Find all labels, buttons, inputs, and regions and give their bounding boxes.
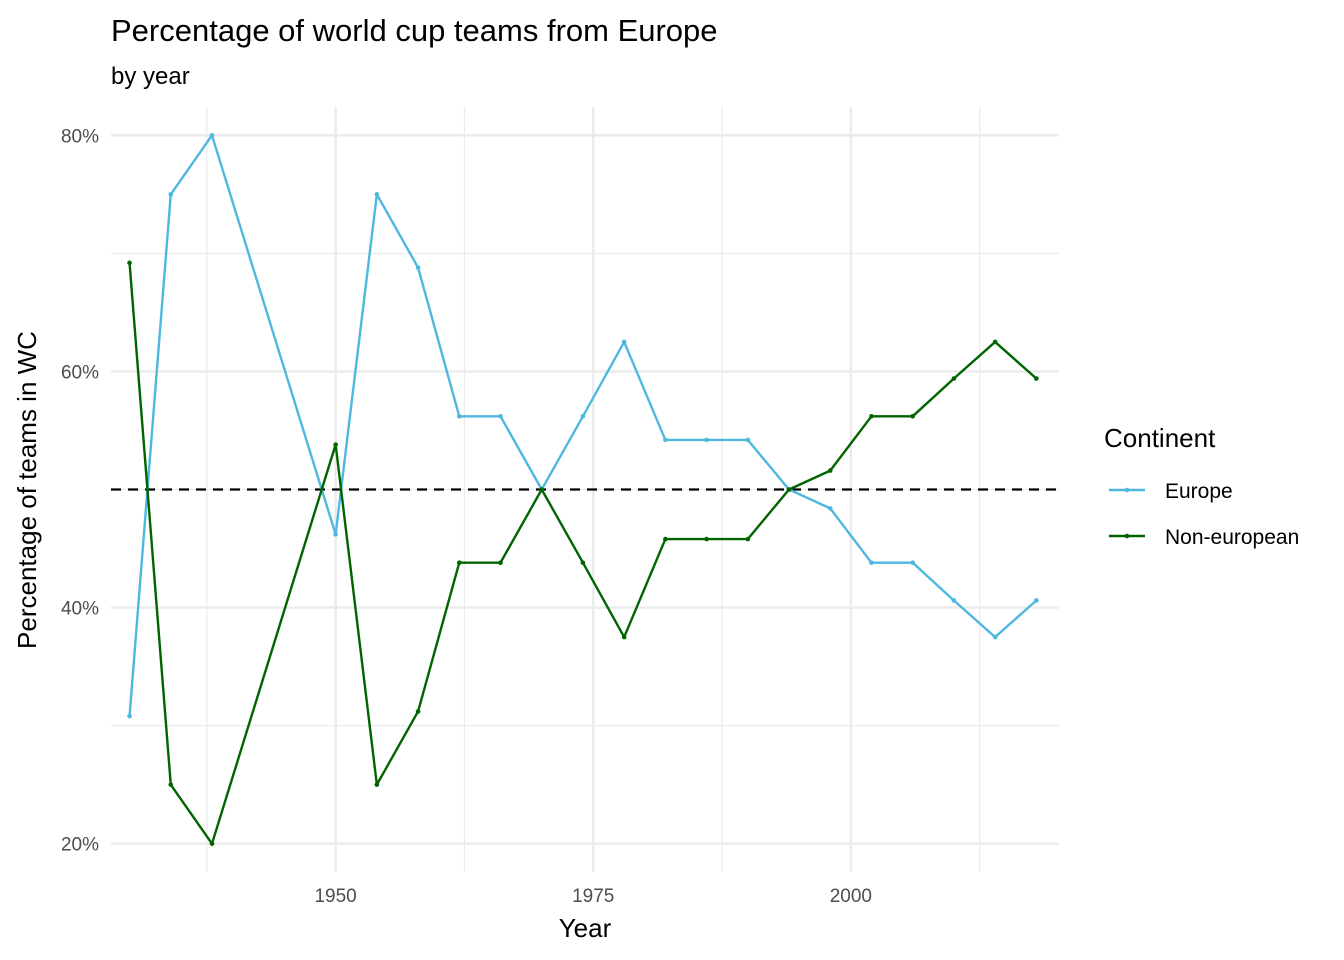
legend: Continent Europe Non-european [1104,423,1299,549]
series-line-europe [128,134,1038,717]
data-point-non-european [951,376,957,381]
tick-labels: 1950 1975 2000 20% 40% 60% 80% [61,126,872,907]
data-point-europe [992,634,998,640]
x-tick-label: 1950 [314,886,356,907]
data-point-europe [580,414,586,419]
chart-subtitle: by year [111,63,190,90]
data-point-europe [663,437,668,443]
data-point-non-european [786,487,792,492]
data-point-europe [869,560,874,565]
y-tick-label: 80% [61,126,99,147]
data-point-non-european [910,414,915,419]
data-point-non-european [168,782,174,787]
data-point-europe [704,437,709,443]
data-point-non-european [415,709,421,714]
data-point-non-european [1034,376,1039,381]
data-point-europe [456,414,462,419]
data-point-non-european [992,339,998,345]
data-point-europe [745,437,751,443]
y-tick-label: 60% [61,362,99,383]
data-point-non-european [827,468,833,473]
data-point-europe [951,598,957,603]
data-point-non-european [580,560,586,565]
legend-label-europe: Europe [1165,480,1233,503]
data-point-non-european [456,560,462,565]
data-point-non-european [498,560,503,565]
data-point-europe [910,560,915,565]
y-tick-label: 20% [61,835,99,856]
data-point-non-european [127,260,132,266]
legend-key-point-non-european [1124,533,1130,539]
data-point-europe [209,133,215,138]
series-line-non-european [128,262,1038,845]
data-point-non-european [209,841,215,846]
data-point-europe [621,339,627,345]
y-tick-label: 40% [61,599,99,620]
data-point-europe [415,265,421,270]
data-point-europe [333,532,338,537]
x-tick-label: 1975 [572,886,614,907]
legend-label-non-european: Non-european [1165,526,1299,549]
data-point-non-european [745,536,751,542]
legend-title: Continent [1104,423,1216,453]
chart-title: Percentage of world cup teams from Europ… [111,13,718,48]
data-point-non-european [704,536,709,542]
data-point-europe [827,506,833,511]
x-axis-label: Year [559,913,612,943]
data-point-europe [1034,598,1039,603]
data-point-non-european [539,487,545,492]
y-axis-label: Percentage of teams in WC [12,331,42,649]
data-point-non-european [333,442,338,447]
data-point-europe [168,192,174,197]
data-point-non-european [374,782,380,787]
x-tick-label: 2000 [830,886,872,907]
legend-key-point-europe [1124,487,1130,493]
data-point-europe [374,192,380,197]
data-point-europe [498,414,503,419]
data-point-non-european [621,634,627,640]
series-group [127,133,1039,846]
data-point-non-european [663,536,668,542]
data-point-europe [127,713,132,719]
data-point-non-european [869,414,874,419]
